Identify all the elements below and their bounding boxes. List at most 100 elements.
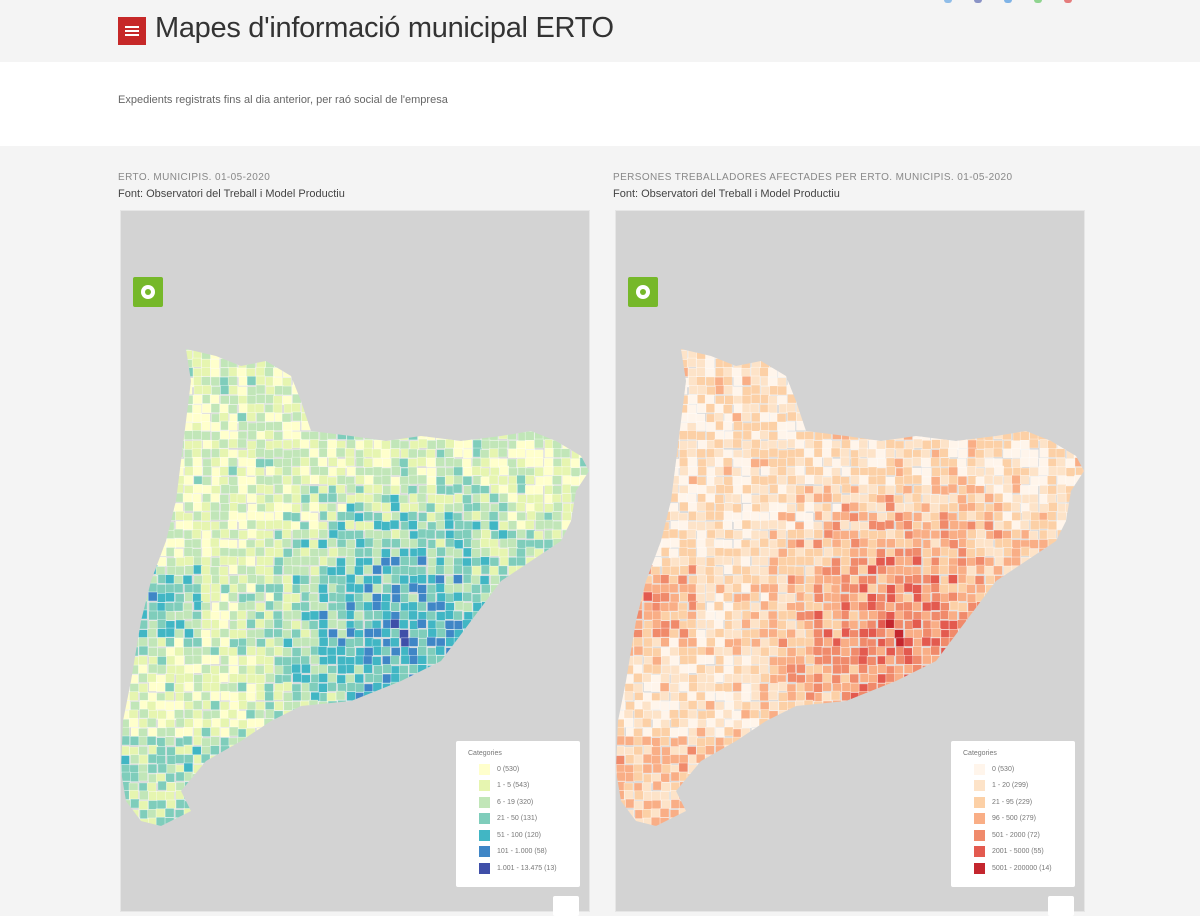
municipality-area[interactable]	[238, 729, 247, 738]
municipality-area[interactable]	[400, 718, 409, 727]
municipality-area[interactable]	[202, 655, 211, 664]
municipality-area[interactable]	[922, 468, 931, 477]
municipality-area[interactable]	[571, 342, 580, 351]
municipality-area[interactable]	[508, 502, 517, 511]
municipality-area[interactable]	[364, 808, 373, 817]
municipality-area[interactable]	[130, 341, 139, 350]
municipality-area[interactable]	[759, 485, 768, 494]
municipality-area[interactable]	[203, 440, 212, 449]
municipality-area[interactable]	[750, 468, 759, 477]
municipality-area[interactable]	[454, 646, 463, 655]
municipality-area[interactable]	[994, 413, 1003, 422]
municipality-area[interactable]	[408, 684, 417, 693]
municipality-area[interactable]	[652, 547, 661, 556]
municipality-area[interactable]	[1056, 412, 1065, 421]
municipality-area[interactable]	[751, 495, 760, 504]
municipality-area[interactable]	[300, 755, 309, 764]
municipality-area[interactable]	[670, 467, 679, 476]
municipality-area[interactable]	[570, 666, 579, 675]
municipality-area[interactable]	[356, 648, 365, 657]
municipality-area[interactable]	[788, 349, 797, 358]
municipality-area[interactable]	[256, 385, 265, 394]
municipality-area[interactable]	[977, 394, 986, 403]
municipality-area[interactable]	[400, 584, 409, 593]
municipality-area[interactable]	[832, 620, 841, 629]
municipality-area[interactable]	[625, 574, 634, 583]
municipality-area[interactable]	[957, 368, 966, 377]
municipality-area[interactable]	[390, 358, 399, 367]
municipality-area[interactable]	[392, 808, 401, 817]
municipality-area[interactable]	[706, 494, 715, 503]
municipality-area[interactable]	[552, 377, 561, 386]
municipality-area[interactable]	[293, 719, 302, 728]
municipality-area[interactable]	[696, 377, 705, 386]
municipality-area[interactable]	[867, 413, 876, 422]
municipality-area[interactable]	[626, 377, 635, 386]
municipality-area[interactable]	[345, 359, 354, 368]
municipality-area[interactable]	[408, 459, 417, 468]
municipality-area[interactable]	[364, 421, 373, 430]
municipality-area[interactable]	[157, 522, 166, 531]
municipality-area[interactable]	[175, 423, 184, 432]
municipality-area[interactable]	[129, 675, 138, 684]
municipality-area[interactable]	[777, 467, 786, 476]
municipality-area[interactable]	[508, 385, 517, 394]
municipality-area[interactable]	[184, 584, 193, 593]
municipality-area[interactable]	[157, 422, 166, 431]
municipality-area[interactable]	[741, 548, 750, 557]
municipality-area[interactable]	[526, 413, 535, 422]
municipality-area[interactable]	[247, 800, 256, 809]
municipality-area[interactable]	[959, 351, 968, 360]
municipality-area[interactable]	[383, 340, 392, 349]
municipality-area[interactable]	[499, 530, 508, 539]
municipality-area[interactable]	[427, 818, 436, 827]
municipality-area[interactable]	[508, 683, 517, 692]
municipality-area[interactable]	[228, 647, 237, 656]
municipality-area[interactable]	[509, 664, 518, 673]
municipality-area[interactable]	[913, 368, 922, 377]
municipality-area[interactable]	[1013, 351, 1022, 360]
municipality-area[interactable]	[400, 575, 409, 584]
municipality-area[interactable]	[625, 603, 634, 612]
municipality-area[interactable]	[1031, 629, 1040, 638]
municipality-area[interactable]	[805, 394, 814, 403]
municipality-area[interactable]	[346, 638, 355, 647]
municipality-area[interactable]	[849, 593, 858, 602]
municipality-area[interactable]	[994, 503, 1003, 512]
municipality-area[interactable]	[742, 477, 751, 486]
municipality-area[interactable]	[328, 800, 337, 809]
municipality-area[interactable]	[958, 423, 967, 432]
municipality-area[interactable]	[517, 521, 526, 530]
municipality-area[interactable]	[247, 656, 256, 665]
municipality-area[interactable]	[966, 575, 975, 584]
municipality-area[interactable]	[148, 431, 157, 440]
municipality-area[interactable]	[219, 413, 228, 422]
municipality-area[interactable]	[913, 629, 922, 638]
municipality-area[interactable]	[824, 530, 833, 539]
municipality-area[interactable]	[850, 601, 859, 610]
municipality-area[interactable]	[580, 458, 589, 467]
municipality-area[interactable]	[552, 665, 561, 674]
municipality-area[interactable]	[138, 601, 147, 610]
municipality-area[interactable]	[381, 522, 390, 531]
municipality-area[interactable]	[680, 629, 689, 638]
municipality-area[interactable]	[318, 413, 327, 422]
municipality-area[interactable]	[1058, 387, 1067, 396]
municipality-area[interactable]	[283, 611, 292, 620]
municipality-area[interactable]	[220, 449, 229, 458]
municipality-area[interactable]	[742, 520, 751, 529]
municipality-area[interactable]	[418, 655, 427, 664]
municipality-area[interactable]	[455, 340, 464, 349]
municipality-area[interactable]	[346, 503, 355, 512]
municipality-area[interactable]	[580, 575, 589, 584]
municipality-area[interactable]	[948, 368, 957, 377]
municipality-area[interactable]	[193, 736, 202, 745]
municipality-area[interactable]	[462, 459, 471, 468]
municipality-area[interactable]	[679, 673, 688, 682]
municipality-area[interactable]	[696, 512, 705, 521]
municipality-area[interactable]	[437, 467, 446, 476]
municipality-area[interactable]	[248, 754, 257, 763]
municipality-area[interactable]	[1029, 439, 1038, 448]
municipality-area[interactable]	[149, 485, 158, 494]
municipality-area[interactable]	[148, 440, 157, 449]
